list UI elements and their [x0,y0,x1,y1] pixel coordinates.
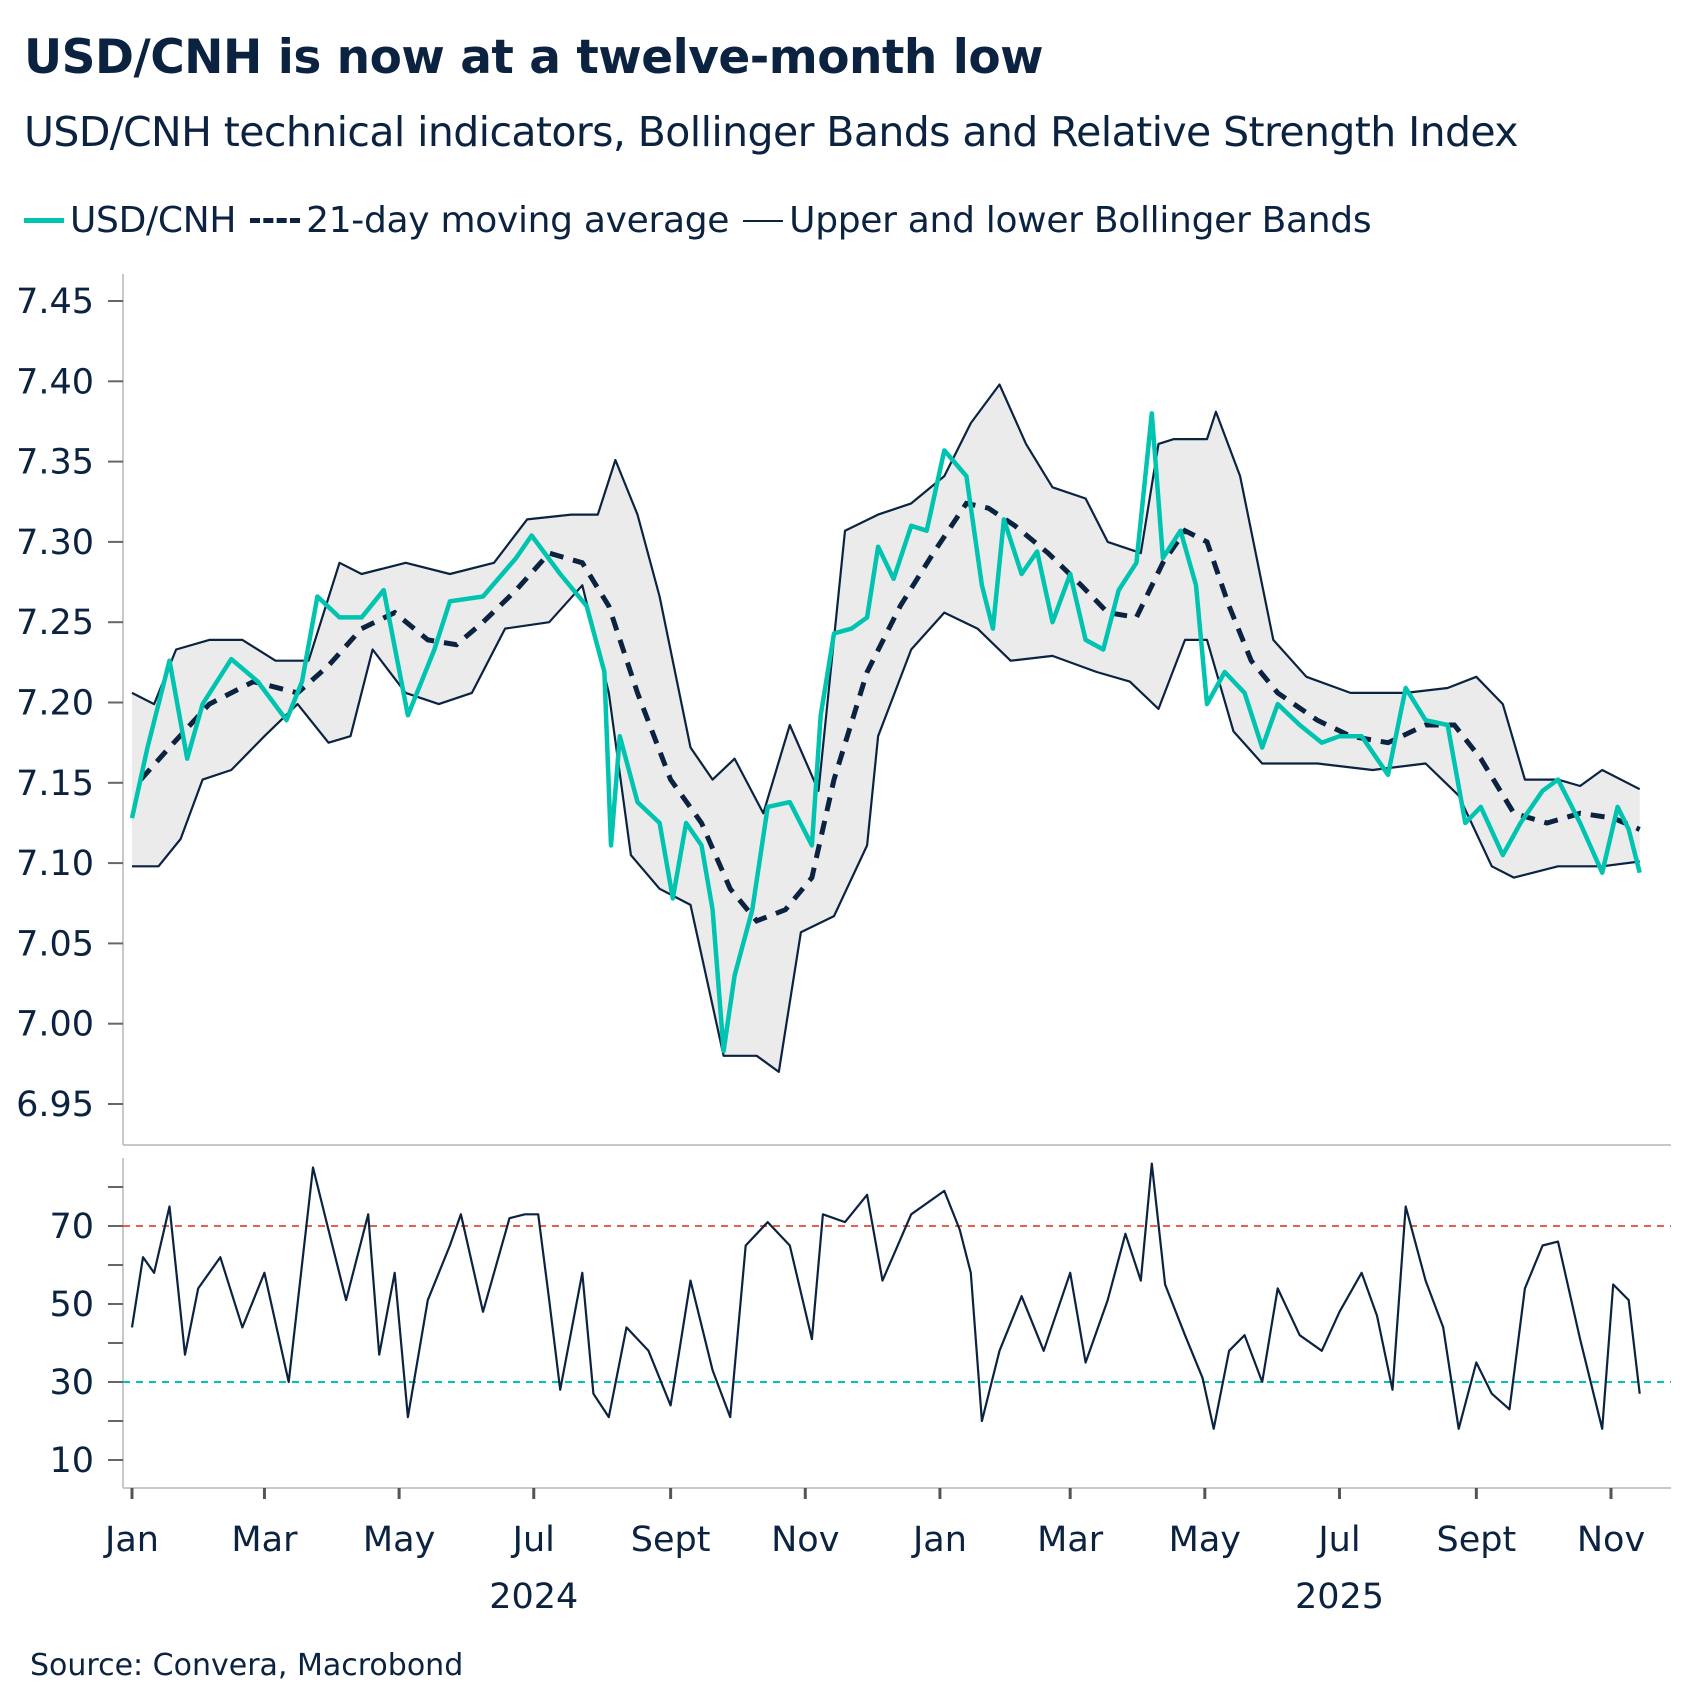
x-tick-label: Nov [771,1520,839,1560]
legend-label: 21-day moving average [306,200,730,241]
y-tick-label: 7.00 [16,1005,94,1045]
source-note: Source: Convera, Macrobond [30,1648,464,1683]
x-tick-label: Jan [911,1520,967,1560]
legend-label: Upper and lower Bollinger Bands [789,200,1372,241]
x-tick-label: Sept [1436,1520,1516,1560]
legend-item-usdcnh: USD/CNH [24,200,236,241]
legend-item-moving-average: 21-day moving average [250,200,729,241]
x-tick-label: Jul [1316,1520,1360,1560]
bollinger-band-fill [132,384,1640,1072]
x-tick-label: Jan [103,1520,159,1560]
legend-swatch-bollinger [743,219,784,222]
legend-swatch-usdcnh [24,218,64,223]
y-tick-label: 7.40 [16,362,94,402]
lower-bollinger-band-line [132,584,1640,1073]
legend-item-bollinger-bands: Upper and lower Bollinger Bands [743,200,1372,241]
x-tick-label: Nov [1577,1520,1645,1560]
rsi-y-tick-label: 10 [49,1441,94,1481]
rsi-line [130,1162,1641,1430]
rsi-y-tick-label: 30 [49,1363,94,1403]
x-year-label: 2025 [1295,1577,1384,1617]
y-tick-label: 7.30 [16,523,94,563]
usdcnh-line [129,411,1642,1054]
moving-average-line [138,500,1641,924]
x-year-label: 2024 [489,1577,578,1617]
y-tick-label: 7.20 [16,684,94,724]
y-tick-label: 7.15 [16,764,94,804]
x-tick-label: Mar [231,1520,298,1560]
y-tick-label: 6.95 [16,1085,94,1125]
x-tick-label: May [363,1520,435,1560]
chart-subtitle: USD/CNH technical indicators, Bollinger … [24,108,1519,156]
upper-bollinger-band-line [131,383,1641,815]
y-tick-label: 7.10 [16,844,94,884]
chart-title: USD/CNH is now at a twelve-month low [24,30,1044,85]
x-tick-label: Jul [511,1520,555,1560]
x-tick-label: May [1169,1520,1241,1560]
legend-swatch-moving-average [250,218,301,223]
rsi-y-tick-label: 70 [49,1207,94,1247]
y-tick-label: 7.25 [16,603,94,643]
y-tick-label: 7.35 [16,443,94,483]
y-tick-label: 7.45 [16,282,94,322]
rsi-y-tick-label: 50 [49,1285,94,1325]
legend-label: USD/CNH [70,200,237,241]
y-tick-label: 7.05 [16,924,94,964]
legend: USD/CNH 21-day moving average Upper and … [24,200,1385,241]
x-tick-label: Sept [631,1520,711,1560]
x-tick-label: Mar [1037,1520,1104,1560]
